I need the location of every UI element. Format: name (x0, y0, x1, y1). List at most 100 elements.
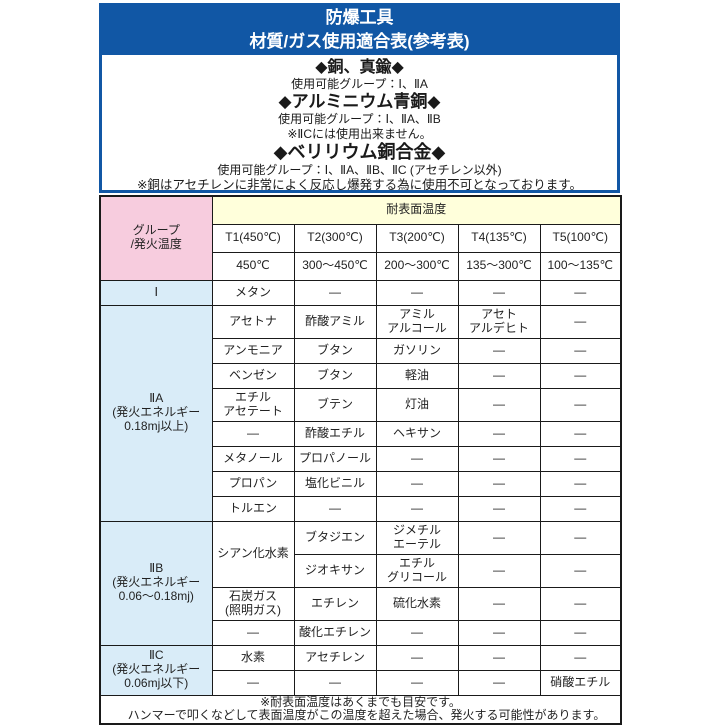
gas-cell: メタン (211, 279, 295, 306)
gas-cell: ― (539, 362, 622, 389)
usage-group-line: 使用可能グループ：Ⅰ、ⅡA (291, 77, 428, 91)
gas-cell: ― (457, 644, 541, 671)
content-area: 防爆工具 材質/ガス使用適合表(参考表) ◆銅、真鍮◆ 使用可能グループ：Ⅰ、Ⅱ… (99, 3, 622, 725)
table-row: ⅡC (発火エネルギー 0.06mj以下) 水素 アセチレン ― ― ― (99, 644, 622, 696)
gas-table-body: Ⅰ メタン ― ― ― ― ⅡA (発火エネルギー 0.18mj以上) アセトナ 酢酸アミル アミ… (99, 279, 622, 696)
gas-cell: ― (539, 279, 622, 306)
gas-cell: ― (539, 337, 622, 364)
gas-cell: ― (457, 337, 541, 364)
surface-temp-header: 耐表面温度 (211, 195, 622, 225)
temp-range-cell: 200～300℃ (375, 251, 459, 281)
gas-cell: ― (457, 420, 541, 447)
group-cell: ⅡB (発火エネルギー 0.06～0.18mj) (99, 520, 213, 646)
table-row: T1(450℃) T2(300℃) T3(200℃) T4(135℃) T5(1… (100, 223, 622, 253)
gas-cell: ― (457, 362, 541, 389)
table-row: ⅡB (発火エネルギー 0.06～0.18mj) シアン化水素 ブタジエン ジメチル … (99, 520, 622, 646)
gas-cell: ― (539, 553, 622, 588)
gas-cell: 塩化ビニル (293, 470, 377, 497)
gas-cell: ― (457, 619, 541, 646)
table-row: プロパン 塩化ビニル ― ― ― (100, 470, 622, 497)
gas-cell: ― (375, 495, 459, 522)
table-row: ― 酢酸エチル ヘキサン ― ― (100, 420, 622, 447)
gas-cell: ― (539, 619, 622, 646)
gas-cell: ベンゼン (211, 362, 295, 389)
group-cell: ⅡA (発火エネルギー 0.18mj以上) (99, 304, 213, 522)
temp-range-cell: 300～450℃ (293, 251, 377, 281)
table-row: ※耐表面温度はあくまでも目安です。 ハンマーで叩くなどして表面温度がこの温度を超… (99, 694, 622, 725)
table-row: 450℃ 300～450℃ 200～300℃ 135～300℃ 100～135℃ (100, 251, 622, 281)
gas-cell: 酸化エチレン (293, 619, 377, 646)
gas-cell: ― (457, 445, 541, 472)
usage-group-line: 使用可能グループ：Ⅰ、ⅡA、ⅡB (278, 112, 441, 126)
gas-cell: ― (457, 669, 541, 696)
gas-cell: ヘキサン (375, 420, 459, 447)
table-row: グループ /発火温度 耐表面温度 (99, 195, 622, 281)
gas-cell: ― (457, 495, 541, 522)
gas-cell: ― (457, 586, 541, 621)
table-row: メタノール プロパノール ― ― ― (100, 445, 622, 472)
title-band: 防爆工具 材質/ガス使用適合表(参考表) (99, 3, 620, 55)
gas-cell: ― (375, 470, 459, 497)
gas-compatibility-table: グループ /発火温度 耐表面温度 T1(450℃) T2(300℃) T3(20… (99, 195, 622, 725)
gas-cell: ― (211, 420, 295, 447)
gas-cell: ― (293, 495, 377, 522)
gas-table-foot: ※耐表面温度はあくまでも目安です。 ハンマーで叩くなどして表面温度がこの温度を超… (99, 694, 622, 725)
gas-cell: ― (293, 669, 377, 696)
gas-cell: ジメチル エーテル (375, 520, 459, 555)
gas-cell: ― (375, 279, 459, 306)
gas-cell: 灯油 (375, 387, 459, 422)
gas-cell: プロパン (211, 470, 295, 497)
gas-cell: ― (539, 304, 622, 339)
gas-cell: ― (457, 553, 541, 588)
gas-cell: アンモニア (211, 337, 295, 364)
temp-class-cell: T5(100℃) (539, 223, 622, 253)
material-info-panel: ◆銅、真鍮◆ 使用可能グループ：Ⅰ、ⅡA ◆アルミニウム青銅◆ 使用可能グループ… (99, 55, 620, 193)
gas-cell: ― (293, 279, 377, 306)
temp-range-cell: 450℃ (211, 251, 295, 281)
usage-group-line: 使用可能グループ：Ⅰ、ⅡA、ⅡB、ⅡC (アセチレン以外) (217, 163, 502, 177)
table-row: ⅡA (発火エネルギー 0.18mj以上) アセトナ 酢酸アミル アミル アルコールア… (99, 304, 622, 522)
gas-cell: 硝酸エチル (539, 669, 622, 696)
corner-header-cell: グループ /発火温度 (99, 195, 213, 281)
temp-class-cell: T1(450℃) (211, 223, 295, 253)
gas-cell: ― (211, 619, 295, 646)
gas-cell: ガソリン (375, 337, 459, 364)
gas-cell: ― (375, 619, 459, 646)
gas-cell: ― (539, 445, 622, 472)
temp-range-cell: 135～300℃ (457, 251, 541, 281)
gas-cell: アセトナ (211, 304, 295, 339)
gas-cell: ブタジエン (293, 520, 377, 555)
gas-cell: エチル アセテート (211, 387, 295, 422)
temp-range-cell: 100～135℃ (539, 251, 622, 281)
footnote-cell: ※耐表面温度はあくまでも目安です。 ハンマーで叩くなどして表面温度がこの温度を超… (99, 694, 622, 725)
gas-cell: ― (375, 669, 459, 696)
note-line: ※銅はアセチレンに非常によく反応し爆発する為に使用不可となっております。 (136, 178, 583, 192)
gas-cell: 酢酸エチル (293, 420, 377, 447)
gas-cell: ― (375, 644, 459, 671)
gas-cell: トルエン (211, 495, 295, 522)
gas-cell: アセト アルデヒト (457, 304, 541, 339)
gas-cell: 硫化水素 (375, 586, 459, 621)
gas-cell: 軽油 (375, 362, 459, 389)
table-row: 石炭ガス (照明ガス) エチレン 硫化水素 ― ― (100, 586, 622, 621)
table-row: ― ― ― ― 硝酸エチル (100, 669, 622, 696)
gas-cell: アセチレン (293, 644, 377, 671)
note-line: ※ⅡCには使用出来ません。 (287, 127, 432, 141)
gas-cell: ― (457, 470, 541, 497)
page-title-line1: 防爆工具 (325, 8, 394, 27)
gas-cell: メタノール (211, 445, 295, 472)
gas-cell: ジオキサン (293, 553, 377, 588)
gas-cell: 水素 (211, 644, 295, 671)
table-row: ベンゼン ブタン 軽油 ― ― (100, 362, 622, 389)
gas-cell: アミル アルコール (375, 304, 459, 339)
gas-cell: ブタン (293, 337, 377, 364)
material-heading-beryllium-copper: ◆ベリリウム銅合金◆ (273, 142, 446, 162)
table-row: エチル アセテート ブテン 灯油 ― ― (100, 387, 622, 422)
gas-cell: 石炭ガス (照明ガス) (211, 586, 295, 621)
gas-cell: プロパノール (293, 445, 377, 472)
gas-cell: ― (211, 669, 295, 696)
table-row: Ⅰ メタン ― ― ― ― (99, 279, 622, 306)
gas-cell: ― (375, 445, 459, 472)
gas-cell: エチル グリコール (375, 553, 459, 588)
